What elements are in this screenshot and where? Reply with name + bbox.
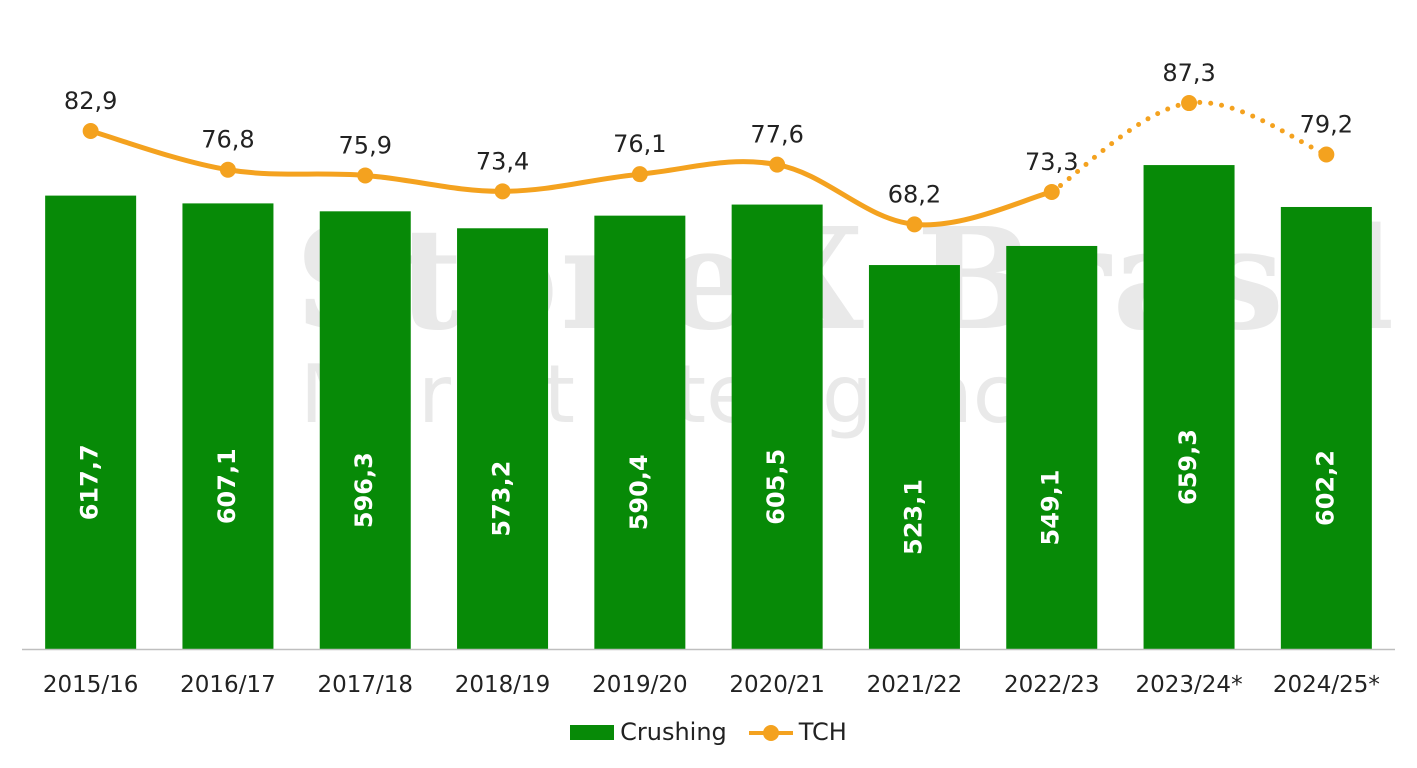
x-tick-label-3: 2018/19 [455, 672, 551, 698]
x-tick-label-8: 2023/24* [1136, 672, 1243, 698]
tch-point-5 [769, 156, 786, 173]
x-tick-label-4: 2019/20 [592, 672, 688, 698]
legend-label-crushing: Crushing [620, 718, 727, 746]
x-tick-label-6: 2021/22 [867, 672, 963, 698]
bar-crushing-6 [868, 265, 960, 649]
bar-label-7: 549,1 [1037, 470, 1065, 546]
x-tick-label-0: 2015/16 [43, 672, 139, 698]
tch-label-8: 87,3 [1162, 59, 1215, 87]
tch-label-6: 68,2 [888, 180, 941, 208]
bar-label-9: 602,2 [1311, 450, 1339, 526]
bar-crushing-1 [182, 203, 274, 649]
bar-crushing-0 [45, 195, 137, 649]
bar-label-8: 659,3 [1174, 429, 1202, 505]
bar-crushing-9 [1280, 206, 1372, 649]
bar-crushing-8 [1143, 165, 1235, 650]
bar-crushing-7 [1006, 245, 1098, 649]
tch-point-2 [357, 167, 374, 184]
tch-label-9: 79,2 [1300, 110, 1353, 138]
legend-item-crushing[interactable]: Crushing [570, 718, 727, 746]
tch-point-6 [906, 216, 923, 233]
bar-label-6: 523,1 [899, 479, 927, 555]
crushing-swatch [570, 724, 615, 740]
x-tick-label-2: 2017/18 [317, 672, 413, 698]
x-tick-label-1: 2016/17 [180, 672, 276, 698]
bar-crushing-2 [319, 211, 411, 649]
bar-label-2: 596,3 [350, 452, 378, 528]
bar-crushing-5 [731, 204, 823, 650]
bar-label-3: 573,2 [488, 461, 516, 537]
x-tick-label-9: 2024/25* [1273, 672, 1380, 698]
x-tick-label-5: 2020/21 [729, 672, 825, 698]
tch-label-1: 76,8 [201, 126, 254, 154]
combo-chart: 617,7 607,1 596,3 573,2 590,4 605,5 523,1 549,1… [22, 59, 1395, 698]
tch-label-7: 73,3 [1025, 148, 1078, 176]
tch-point-8 [1181, 95, 1198, 112]
legend: Crushing TCH [0, 718, 1417, 746]
tch-label-3: 73,4 [476, 147, 529, 175]
tch-point-7 [1043, 183, 1060, 200]
tch-label-4: 76,1 [613, 130, 666, 158]
tch-label-5: 77,6 [750, 121, 803, 149]
tch-label-2: 75,9 [339, 131, 392, 159]
bar-crushing-4 [594, 215, 686, 649]
tch-label-0: 82,9 [64, 87, 117, 115]
bar-label-0: 617,7 [76, 444, 104, 520]
x-tick-label-7: 2022/23 [1004, 672, 1100, 698]
legend-label-tch: TCH [798, 718, 847, 746]
bar-label-1: 607,1 [213, 448, 241, 524]
bar-label-4: 590,4 [625, 454, 653, 530]
tch-point-4 [631, 166, 648, 183]
bar-label-5: 605,5 [762, 449, 790, 525]
legend-item-tch[interactable]: TCH [748, 718, 847, 746]
tch-swatch [748, 722, 793, 742]
tch-point-9 [1318, 146, 1335, 163]
tch-point-3 [494, 183, 511, 200]
tch-point-0 [82, 123, 99, 139]
bar-crushing-3 [457, 228, 549, 650]
tch-point-1 [219, 161, 236, 178]
